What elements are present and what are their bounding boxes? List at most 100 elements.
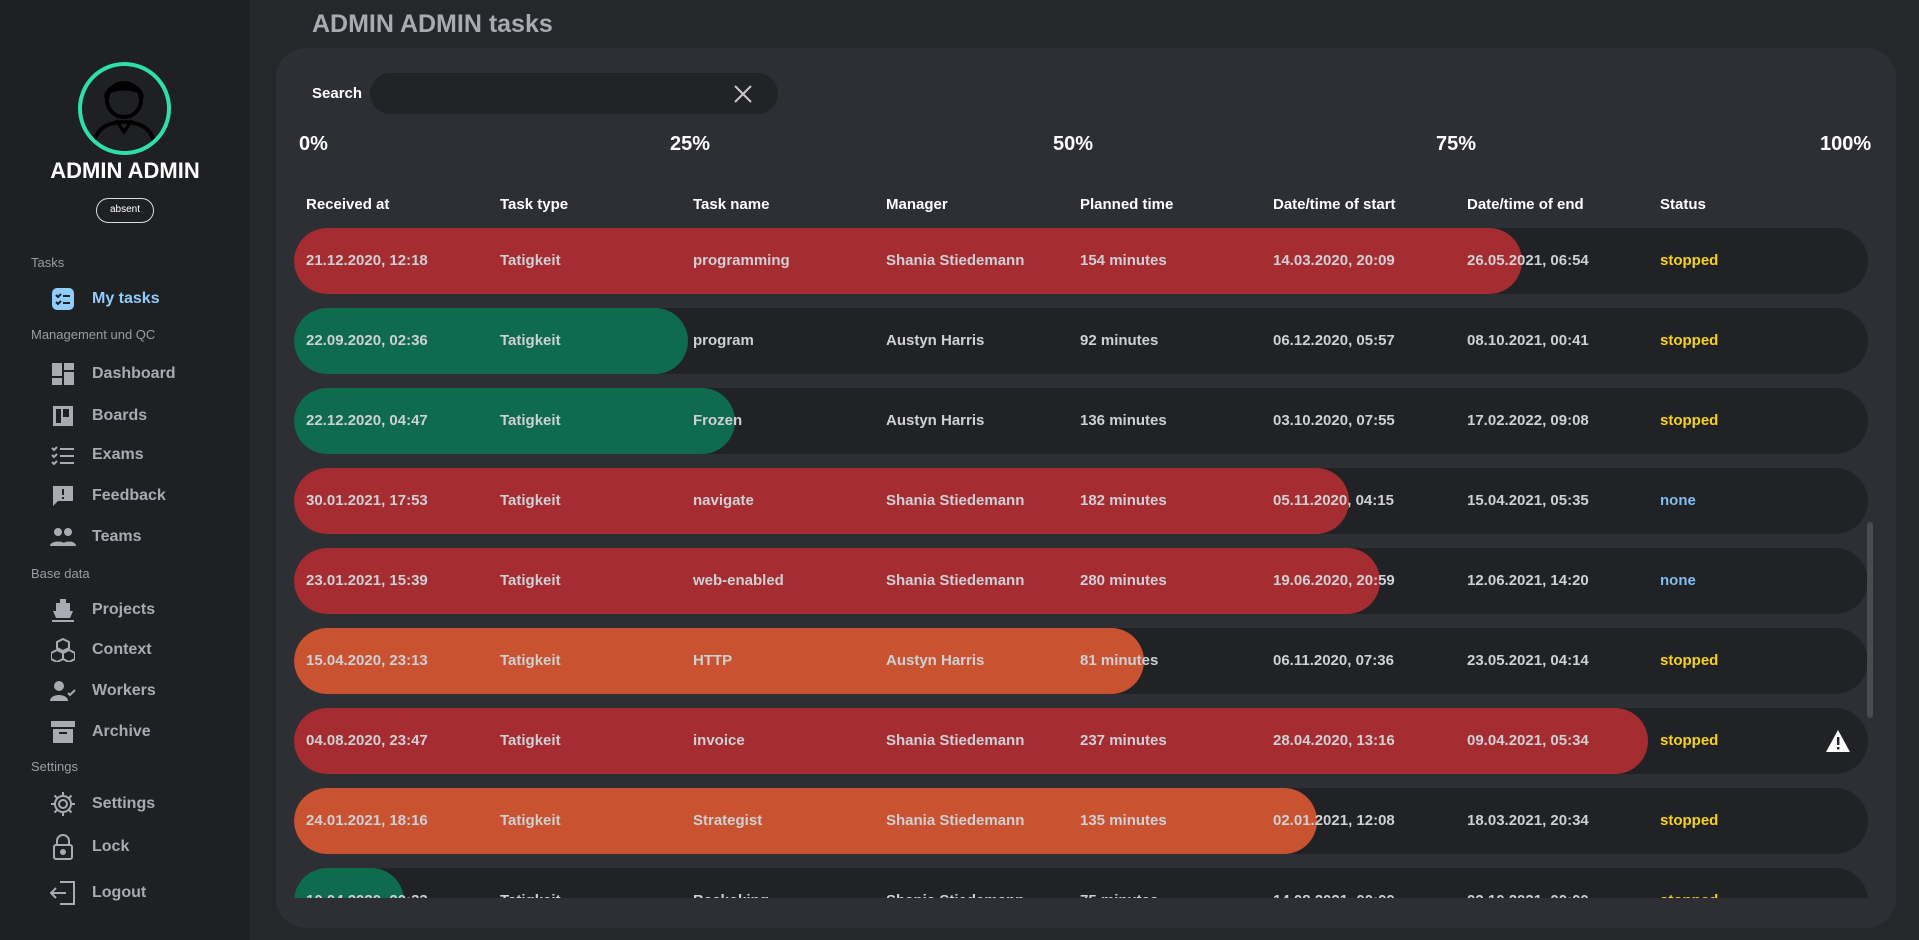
cell-planned: 92 minutes <box>1080 332 1159 349</box>
progress-scale-50: 50% <box>1053 133 1094 155</box>
ship-icon <box>50 597 76 623</box>
cell-name: programming <box>693 252 790 269</box>
cell-planned: 280 minutes <box>1080 572 1167 589</box>
nav-label: Boards <box>92 407 148 424</box>
cell-type: Tatigkeit <box>500 572 561 589</box>
progress-scale-25: 25% <box>670 133 711 155</box>
cell-status: stopped <box>1660 812 1719 829</box>
lock-icon <box>50 834 76 860</box>
cell-type: Tatigkeit <box>500 652 561 669</box>
cell-start: 06.12.2020, 05:57 <box>1273 332 1395 349</box>
nav-dashboard[interactable]: Dashboard <box>50 357 240 391</box>
nav-feedback[interactable]: Feedback <box>50 479 240 513</box>
dashboard-icon <box>50 361 76 387</box>
close-icon[interactable] <box>728 79 758 109</box>
scrollbar-thumb[interactable] <box>1867 522 1873 718</box>
search-label: Search <box>312 85 363 102</box>
table-row[interactable]: 21.12.2020, 12:18 Tatigkeit programming Sha… <box>294 228 1868 294</box>
nav-teams[interactable]: Teams <box>50 520 240 554</box>
cell-manager: Shania Stiedemann <box>886 812 1025 829</box>
cell-status: none <box>1660 572 1696 589</box>
cell-planned: 81 minutes <box>1080 652 1159 669</box>
cell-manager: Shania Stiedemann <box>886 732 1025 749</box>
cell-status: stopped <box>1660 412 1719 429</box>
cell-end: 26.05.2021, 06:54 <box>1467 252 1589 269</box>
cell-end: 12.06.2021, 14:20 <box>1467 572 1589 589</box>
nav-label: My tasks <box>92 290 160 307</box>
cell-type: Tatigkeit <box>500 732 561 749</box>
table-row[interactable]: 24.01.2021, 18:16 Tatigkeit Strategist Shan… <box>294 788 1868 854</box>
cell-manager: Austyn Harris <box>886 652 985 669</box>
cell-end: 09.04.2021, 05:34 <box>1467 732 1589 749</box>
cell-type: Tatigkeit <box>500 492 561 509</box>
nav-label: Teams <box>92 528 142 545</box>
warning-icon <box>1825 728 1851 754</box>
cell-planned: 154 minutes <box>1080 252 1167 269</box>
archive-icon <box>50 719 76 745</box>
cell-end: 23.05.2021, 04:14 <box>1467 652 1589 669</box>
nav-boards[interactable]: Boards <box>50 399 240 433</box>
section-label-tasks: Tasks <box>31 255 65 270</box>
table-row[interactable]: 15.04.2020, 23:13 Tatigkeit HTTP Austyn Har… <box>294 628 1868 694</box>
nav-settings[interactable]: Settings <box>50 787 240 821</box>
column-header-end[interactable]: Date/time of end <box>1467 196 1584 213</box>
table-row[interactable]: 23.01.2021, 15:39 Tatigkeit web-enabled Sha… <box>294 548 1868 614</box>
column-header-status[interactable]: Status <box>1660 196 1706 213</box>
nav-archive[interactable]: Archive <box>50 715 240 749</box>
column-header-received-at[interactable]: Received at <box>306 196 390 213</box>
cell-type: Tatigkeit <box>500 812 561 829</box>
column-header-planned-time[interactable]: Planned time <box>1080 196 1174 213</box>
section-label-base-data: Base data <box>31 566 90 581</box>
table-row[interactable]: 22.12.2020, 04:47 Tatigkeit Frozen Austyn H… <box>294 388 1868 454</box>
page-title: ADMIN ADMIN tasks <box>312 10 553 38</box>
cell-name: Strategist <box>693 812 763 829</box>
list-check-icon <box>50 442 76 468</box>
section-label-settings: Settings <box>31 759 78 774</box>
table-row[interactable]: 04.08.2020, 23:47 Tatigkeit invoice Shania … <box>294 708 1868 774</box>
cell-end: 08.10.2021, 00:41 <box>1467 332 1589 349</box>
cell-manager: Shania Stiedemann <box>886 492 1025 509</box>
search-box <box>370 73 778 114</box>
nav-my-tasks[interactable]: My tasks <box>50 282 240 316</box>
presence-badge[interactable]: absent <box>96 198 154 223</box>
nav-exams[interactable]: Exams <box>50 438 240 472</box>
progress-bar <box>294 708 1648 774</box>
column-header-start[interactable]: Date/time of start <box>1273 196 1396 213</box>
people-icon <box>50 524 76 550</box>
nav-context[interactable]: Context <box>50 633 240 667</box>
nav-projects[interactable]: Projects <box>50 593 240 627</box>
table-row[interactable]: 22.09.2020, 02:36 Tatigkeit program Austyn … <box>294 308 1868 374</box>
cell-name: invoice <box>693 732 745 749</box>
cell-status: stopped <box>1660 652 1719 669</box>
cell-name: web-enabled <box>693 572 784 589</box>
cell-status: stopped <box>1660 252 1719 269</box>
cell-start: 28.04.2020, 13:16 <box>1273 732 1395 749</box>
nav-label: Context <box>92 641 152 658</box>
cell-start: 14.08.2021, 00:00 <box>1273 868 1395 898</box>
user-check-icon <box>50 678 76 704</box>
progress-bar <box>294 788 1318 854</box>
task-list: 21.12.2020, 12:18 Tatigkeit programming Sha… <box>276 218 1896 898</box>
cell-manager: Austyn Harris <box>886 332 985 349</box>
cell-name: Backoking <box>693 868 769 898</box>
nav-logout[interactable]: Logout <box>50 876 240 910</box>
nav-lock[interactable]: Lock <box>50 830 240 864</box>
table-row[interactable]: 10.04.2020, 20:33 Tatigkeit Backoking Shani… <box>294 868 1868 898</box>
progress-scale-100: 100% <box>1820 133 1872 155</box>
board-icon <box>50 403 76 429</box>
column-header-manager[interactable]: Manager <box>886 196 948 213</box>
cell-start: 03.10.2020, 07:55 <box>1273 412 1395 429</box>
avatar[interactable] <box>78 62 171 155</box>
table-row[interactable]: 30.01.2021, 17:53 Tatigkeit navigate Shania… <box>294 468 1868 534</box>
user-silhouette-icon <box>90 81 158 151</box>
progress-bar <box>294 868 405 898</box>
nav-workers[interactable]: Workers <box>50 674 240 708</box>
column-header-task-name[interactable]: Task name <box>693 196 770 213</box>
progress-bar <box>294 308 688 374</box>
progress-bar <box>294 628 1144 694</box>
nav-label: Settings <box>92 795 156 812</box>
column-header-task-type[interactable]: Task type <box>500 196 569 213</box>
nav-label: Archive <box>92 723 151 740</box>
nav-label: Exams <box>92 446 144 463</box>
search-input[interactable] <box>388 73 728 114</box>
